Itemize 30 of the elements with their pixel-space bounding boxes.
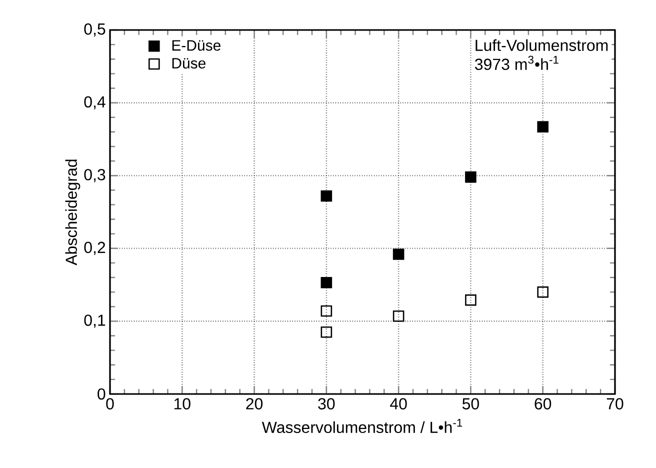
- point: [320, 190, 332, 202]
- x-tick-label: 20: [246, 398, 263, 410]
- x-tick-label: 30: [318, 398, 335, 410]
- point: [320, 326, 332, 338]
- x-tick-label: 60: [534, 398, 552, 410]
- y-tick-label: 0,4: [84, 96, 106, 110]
- point: [537, 286, 548, 298]
- y-tick-label: 0,1: [84, 314, 106, 328]
- y-tick-label: 0,3: [84, 168, 106, 182]
- point: [537, 121, 548, 132]
- x-tick-label: 10: [174, 398, 190, 410]
- point: [465, 171, 476, 183]
- y-tick-label: 0: [98, 388, 106, 400]
- x-tick-label: 70: [606, 398, 624, 410]
- point: [392, 248, 404, 260]
- point: [320, 305, 332, 317]
- y-axis-title: Abscheidegrad: [65, 160, 80, 266]
- annotation: Luft-Volumenstrom: [476, 39, 608, 52]
- y-tick-label: 0,2: [84, 242, 106, 255]
- annotation: 3973 m$^{3}$•h$^{-1}$: [474, 56, 558, 70]
- x-tick-label: 50: [462, 398, 479, 410]
- x-tick-label: 0: [106, 398, 114, 410]
- legend-label: E-Düse: [172, 40, 220, 51]
- y-tick-label: 0,5: [84, 23, 106, 37]
- legend-label: Düse: [172, 58, 206, 69]
- point: [320, 276, 332, 288]
- x-tick-label: 40: [390, 398, 407, 410]
- point: [392, 310, 404, 322]
- x-axis-title: Wasservolumenstrom / L•h$^{-1}$: [262, 418, 462, 434]
- point: [465, 294, 476, 306]
